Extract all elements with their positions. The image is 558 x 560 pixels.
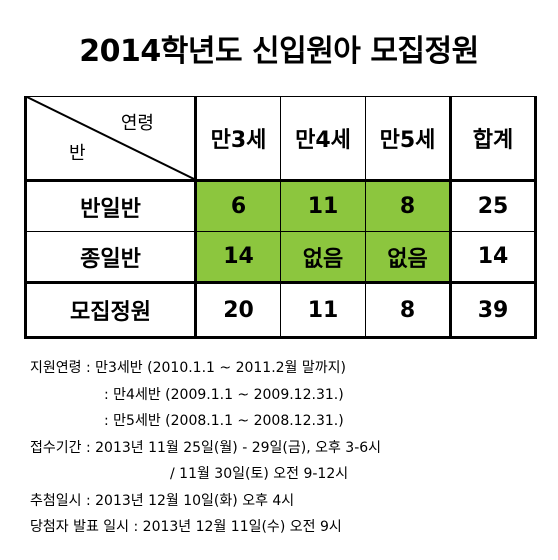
header-age5: 만5세 [365,96,452,182]
cell-total-age3: 20 [195,282,281,339]
header-row: 연령 반 만3세 만4세 만5세 합계 [24,96,537,182]
age-axis-label: 연령 [120,113,154,134]
note-lottery-date: 추첨일시 : 2013년 12월 10일(화) 오후 4시 [30,492,295,509]
class-axis-label: 반 [69,143,86,164]
cell-total-age4: 11 [280,282,366,339]
header-age3: 만3세 [195,96,281,182]
application-notes: 지원연령 : 만3세반 (2010.1.1 ~ 2011.2월 말까지) : 만… [30,355,550,541]
note-announcement-date: 당첨자 발표 일시 : 2013년 12월 11일(수) 오전 9시 [30,519,342,535]
cell-full-day-age4: 없음 [280,231,366,284]
page-title: 2014학년도 신입원아 모집정원 [79,34,479,69]
cell-half-day-age5: 8 [365,180,452,232]
table-row: 반일반 6 11 8 25 [24,180,537,232]
cell-half-day-age3: 6 [195,180,281,232]
cell-total-sum: 39 [450,282,537,339]
cell-half-day-age4: 11 [280,180,366,232]
note-application-period: 접수기간 : 2013년 11월 25일(월) - 29일(금), 오후 3-6… [30,439,382,456]
cell-full-day-age3: 14 [195,231,281,284]
row-label-full-day: 종일반 [24,231,197,284]
row-label-half-day: 반일반 [24,180,197,232]
diagonal-divider [27,97,194,179]
cell-half-day-total: 25 [450,180,537,232]
cell-full-day-total: 14 [450,231,537,284]
row-label-total: 모집정원 [24,282,197,339]
total-row: 모집정원 20 11 8 39 [24,282,537,339]
corner-header-cell: 연령 반 [24,96,197,182]
note-age-age4: : 만4세반 (2009.1.1 ~ 2009.12.31.) [104,386,344,403]
table-row: 종일반 14 없음 없음 14 [24,231,537,284]
header-age4: 만4세 [280,96,366,182]
note-age-age5: : 만5세반 (2008.1.1 ~ 2008.12.31.) [104,413,344,429]
note-age-age3: 지원연령 : 만3세반 (2010.1.1 ~ 2011.2월 말까지) [30,360,346,376]
header-total: 합계 [450,96,537,182]
cell-total-age5: 8 [365,282,452,339]
cell-full-day-age5: 없음 [365,231,452,284]
enrollment-table: 연령 반 만3세 만4세 만5세 합계 반일반 6 11 8 25 종일반 14… [24,96,537,339]
note-application-period-extra: / 11월 30일(토) 오전 9-12시 [170,466,349,482]
